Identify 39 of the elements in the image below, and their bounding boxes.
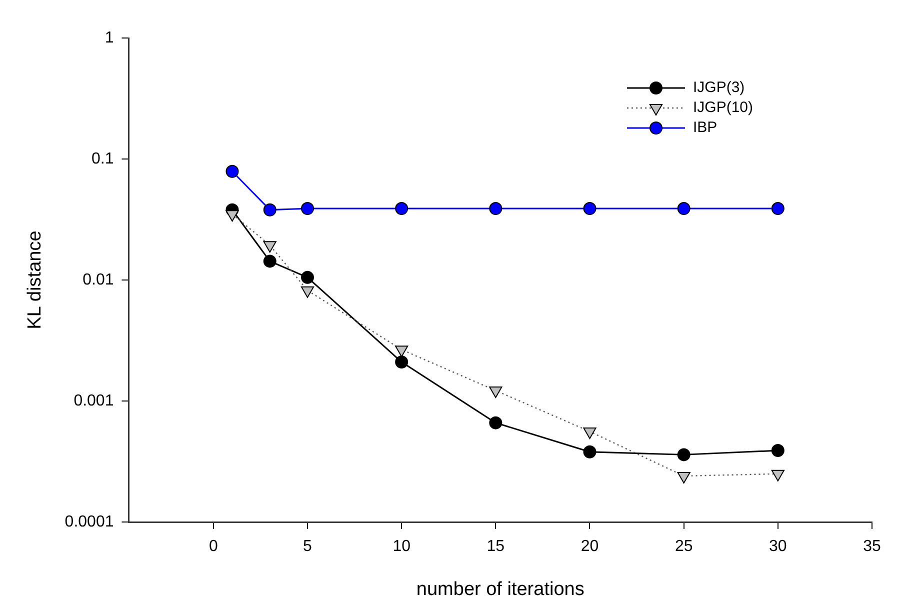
point: [583, 427, 596, 439]
x-axis-title: number of iterations: [416, 578, 584, 600]
point: [771, 470, 784, 482]
point: [677, 448, 690, 462]
point: [300, 270, 314, 284]
y-tick-label: 1: [104, 29, 114, 46]
point: [263, 203, 276, 216]
x-tick-label: 0: [208, 538, 218, 556]
point: [489, 202, 502, 215]
x-tick-label: 35: [863, 538, 881, 556]
x-tick-label: 20: [580, 538, 599, 556]
point: [300, 202, 314, 215]
y-tick-label: 0.1: [91, 150, 114, 168]
y-axis-title: KL distance: [24, 230, 46, 330]
point: [677, 202, 690, 215]
x-tick-label: 30: [769, 538, 787, 556]
point: [300, 286, 314, 298]
legend-label: IJGP(10): [693, 99, 754, 116]
point: [263, 254, 276, 268]
point: [489, 386, 502, 398]
y-tick-label: 0.001: [74, 392, 114, 410]
point: [583, 202, 596, 215]
point: [395, 356, 408, 369]
x-tick-label: 10: [392, 538, 411, 556]
x-tick-label: 15: [486, 538, 505, 556]
legend-label: IBP: [693, 119, 718, 136]
point: [226, 164, 239, 178]
point: [489, 416, 502, 430]
legend-label: IJGP(3): [693, 79, 745, 96]
point: [395, 346, 408, 358]
point: [395, 202, 408, 215]
x-tick-label: 25: [674, 538, 693, 556]
point: [771, 202, 784, 215]
x-tick-label: 5: [303, 538, 312, 556]
point: [771, 444, 784, 457]
point: [583, 445, 596, 458]
y-tick-label: 0.01: [82, 271, 114, 288]
point: [677, 472, 690, 484]
y-tick-label: 0.0001: [64, 513, 114, 530]
